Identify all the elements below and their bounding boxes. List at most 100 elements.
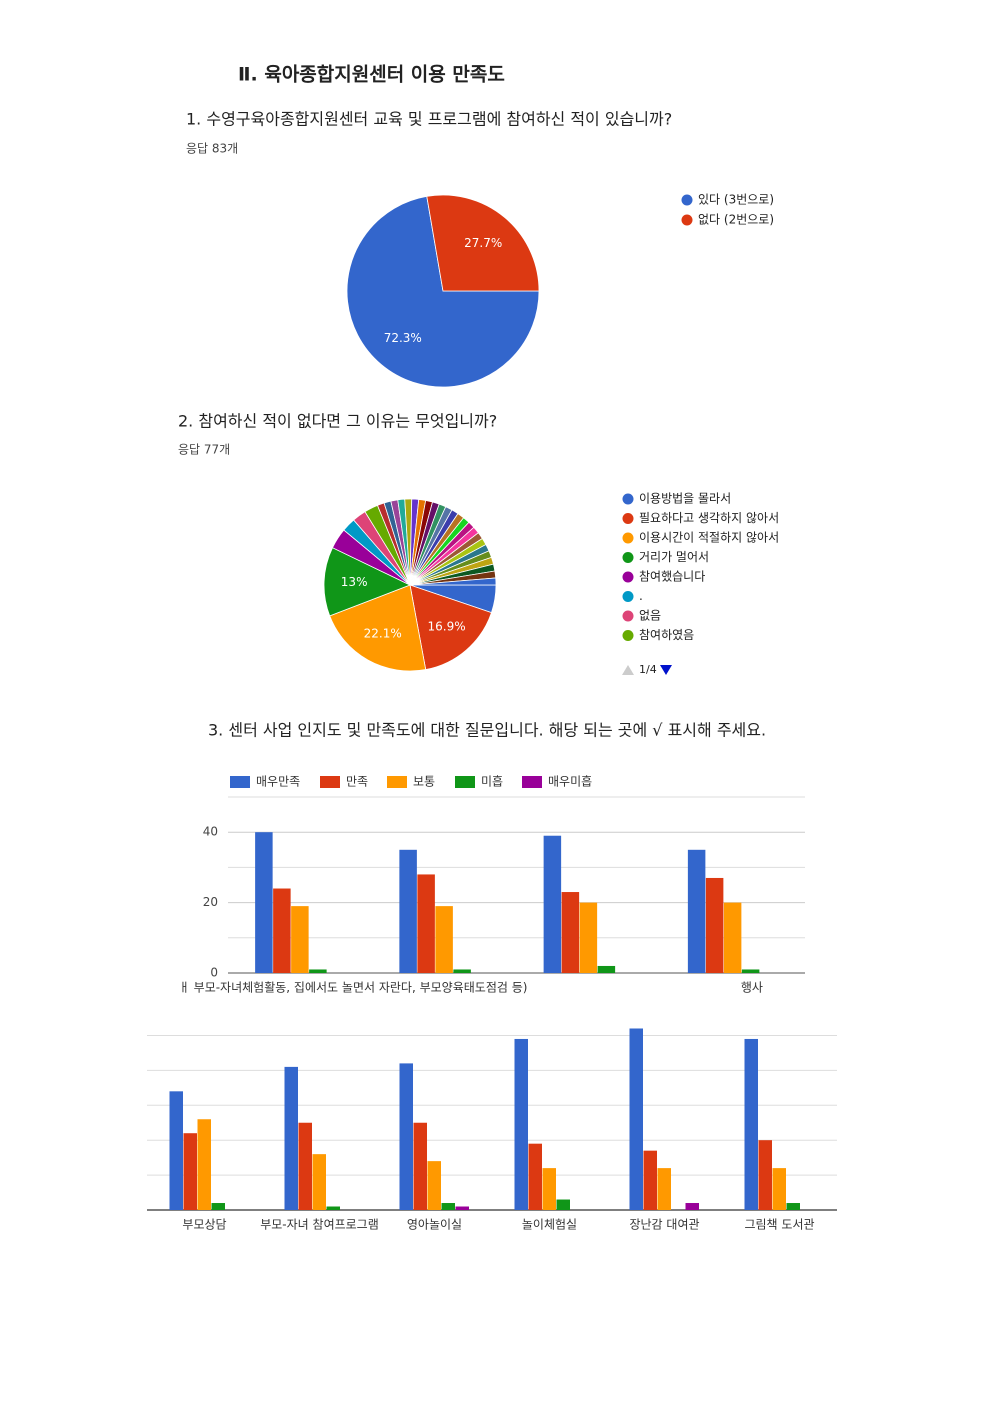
legend-label: 이용방법을 몰라서: [639, 492, 731, 506]
legend-label: 있다 (3번으로): [698, 193, 774, 207]
bar: [744, 1038, 758, 1210]
response-count: 응답 83개: [186, 142, 238, 156]
question-title: 2. 참여하신 적이 없다면 그 이유는 무엇입니까?: [178, 412, 497, 431]
bar: [514, 1038, 528, 1210]
bar: [417, 874, 435, 973]
x-tick-label: 그림책 도서관: [744, 1217, 814, 1232]
bar: [441, 1203, 455, 1210]
legend-swatch: [387, 776, 407, 788]
question-title: 1. 수영구육아종합지원센터 교육 및 프로그램에 참여하신 적이 있습니까?: [186, 110, 672, 129]
bar: [211, 1203, 225, 1210]
bar: [312, 1154, 326, 1210]
bar: [169, 1091, 183, 1210]
legend-swatch: [622, 630, 634, 641]
bar: [579, 902, 598, 973]
pie-slice: [409, 577, 497, 586]
legend-label: 만족: [346, 775, 368, 789]
bar: [427, 1161, 441, 1210]
bar: [687, 849, 706, 973]
legend-label: 없다 (2번으로): [698, 213, 774, 227]
bar: [528, 1143, 542, 1210]
y-tick-label: 20: [203, 895, 218, 909]
legend-label: 참여했습니다: [639, 570, 705, 584]
legend-swatch: [622, 532, 634, 544]
bar: [741, 969, 760, 973]
legend-swatch: [622, 610, 634, 622]
bar: [685, 1203, 699, 1210]
x-tick-label: 영아놀이실: [407, 1218, 462, 1232]
legend-swatch: [622, 513, 634, 524]
bar: [543, 835, 562, 973]
bar: [723, 902, 742, 973]
pie-slice: [323, 547, 412, 617]
slice-label: 13%: [341, 575, 368, 589]
bar: [413, 1122, 427, 1210]
bar: [183, 1133, 197, 1210]
x-tick-label: 장난감 대여관: [629, 1218, 699, 1232]
legend-label: 미흡: [481, 775, 503, 789]
x-tick-label: 부모-자녀 참여프로그램: [260, 1218, 379, 1232]
bar: [786, 1203, 800, 1210]
bar: [561, 892, 580, 973]
legend-swatch: [681, 214, 693, 226]
bar: [435, 906, 453, 973]
bar: [298, 1122, 312, 1210]
legend-label: 필요하다고 생각하지 않아서: [639, 511, 779, 525]
pager-prev: [622, 665, 634, 675]
bar: [197, 1119, 211, 1210]
bar: [284, 1066, 298, 1210]
legend-swatch: [230, 776, 250, 788]
bar: [399, 849, 417, 973]
heading: Ⅱ. 육아종합지원센터 이용 만족도: [238, 64, 505, 86]
legend-swatch: [622, 552, 634, 563]
legend-label: .: [639, 589, 643, 603]
bar: [597, 965, 616, 973]
legend-label: 없음: [639, 609, 661, 623]
bar: [772, 1168, 786, 1210]
response-count: 응답 77개: [178, 443, 230, 457]
legend-label: 보통: [413, 775, 435, 789]
legend-label: 매우미흡: [548, 775, 592, 789]
pie-slice: [329, 584, 427, 672]
bar: [643, 1150, 657, 1210]
x-tick-label: 행사: [741, 980, 763, 995]
slice-label: 27.7%: [464, 236, 502, 250]
legend-swatch: [320, 776, 340, 788]
legend-swatch: [681, 194, 693, 206]
legend-swatch: [622, 591, 634, 602]
pager-label: 1/4: [639, 663, 657, 676]
bar: [657, 1168, 671, 1210]
bar: [399, 1063, 413, 1210]
slice-label: 16.9%: [428, 620, 466, 634]
question-title: 3. 센터 사업 인지도 및 만족도에 대한 질문입니다. 해당 되는 곳에 √…: [208, 721, 766, 740]
y-tick-label: 40: [203, 825, 218, 839]
bar: [556, 1199, 570, 1210]
x-tick-label: 부모상담: [182, 1218, 226, 1232]
legend-label: 참여하였음: [639, 628, 694, 642]
bar: [542, 1168, 556, 1210]
bar: [705, 877, 724, 973]
slice-label: 22.1%: [364, 626, 402, 640]
legend-swatch: [455, 776, 475, 788]
bar: [758, 1140, 772, 1210]
legend-swatch: [622, 493, 634, 505]
slice-label: 72.3%: [384, 331, 422, 345]
bar: [629, 1028, 643, 1210]
legend-label: 거리가 멀어서: [639, 550, 709, 564]
legend-swatch: [622, 571, 634, 583]
legend-swatch: [522, 776, 542, 788]
bar: [309, 969, 327, 973]
x-tick-label: ㅐ 부모-자녀체험활동, 집에서도 놀면서 자란다, 부모양육태도점검 등): [179, 981, 528, 995]
bar: [455, 1206, 469, 1210]
x-tick-label: 놀이체험실: [522, 1218, 577, 1232]
pie-slice: [409, 584, 492, 671]
pie-slice: [426, 194, 540, 292]
y-tick-label: 0: [210, 966, 218, 980]
bar: [273, 888, 291, 973]
pie-slice: [346, 195, 540, 388]
legend-label: 매우만족: [256, 775, 300, 789]
pager-next[interactable]: [660, 665, 672, 675]
legend-label: 이용시간이 적절하지 않아서: [639, 531, 779, 545]
bar: [453, 969, 471, 973]
